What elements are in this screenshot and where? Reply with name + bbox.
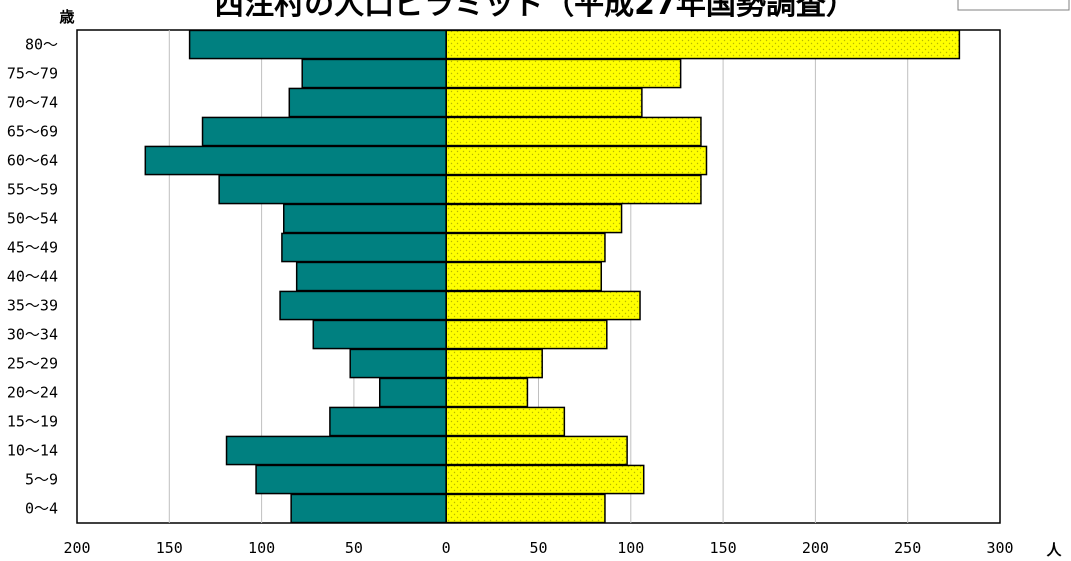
bar-male [378,377,447,408]
bar-male [312,319,447,350]
bar-female [445,290,641,321]
x-tick-labels: 200 150 100 50 0 50 100 150 200 250 300 [63,539,1013,557]
x-tick-label: 100 [617,539,644,557]
bar-male [144,145,447,176]
y-tick-labels: 80～ 75～79 70～74 65～69 60～64 55～59 50～54 45～49 40… [7,36,58,518]
y-tick-label: 10～14 [7,442,58,460]
bar-male [288,87,447,118]
x-tick-label: 200 [63,539,90,557]
bar-female [445,58,682,89]
y-tick-label: 0～4 [25,500,58,518]
bar-male [349,348,447,379]
bar-male [279,290,447,321]
bar-female [445,493,606,524]
y-axis-unit-label: 歳 [59,8,74,26]
y-tick-label: 15～19 [7,413,58,431]
bar-female [445,406,566,437]
bar-male [201,116,447,147]
bar-male [255,464,447,495]
bar-female [445,464,645,495]
bar-female [445,116,702,147]
bar-male [218,174,447,205]
bar-female [445,203,623,234]
y-tick-label: 25～29 [7,355,58,373]
bar-female [445,145,708,176]
x-tick-label: 300 [986,539,1013,557]
bar-female [445,435,628,466]
y-tick-label: 30～34 [7,326,58,344]
y-tick-label: 65～69 [7,123,58,141]
x-axis-unit-label: 人 [1046,541,1062,559]
y-tick-label: 75～79 [7,65,58,83]
chart-title: 西注村の人口ピラミッド（平成27年国勢調査） [214,0,856,22]
bar-male [329,406,447,437]
x-tick-label: 50 [345,539,363,557]
x-tick-label: 250 [894,539,921,557]
legend-box [957,0,1070,11]
x-tick-label: 0 [442,539,451,557]
y-tick-label: 20～24 [7,384,58,402]
y-tick-label: 35～39 [7,297,58,315]
gridlines [168,30,909,523]
y-tick-label: 45～49 [7,239,58,257]
x-tick-label: 150 [156,539,183,557]
bar-male [290,493,447,524]
x-tick-label: 50 [529,539,547,557]
y-tick-label: 50～54 [7,210,58,228]
bar-male [283,203,447,234]
y-tick-label: 80～ [25,36,58,54]
bar-male [281,232,447,263]
bar-female [445,319,608,350]
bar-male [301,58,447,89]
y-tick-label: 55～59 [7,181,58,199]
bar-female [445,377,529,408]
bar-male [295,261,447,292]
bar-female [445,261,603,292]
y-tick-label: 5～9 [25,471,58,489]
y-tick-label: 60～64 [7,152,58,170]
bar-female [445,174,702,205]
x-tick-label: 100 [248,539,275,557]
y-tick-label: 40～44 [7,268,58,286]
y-tick-label: 70～74 [7,94,58,112]
x-tick-label: 150 [710,539,737,557]
bar-female [445,232,606,263]
bar-female [445,29,961,60]
bar-male [225,435,447,466]
bar-female [445,87,643,118]
x-tick-label: 200 [802,539,829,557]
bar-female [445,348,543,379]
bar-male [188,29,447,60]
bars [144,29,961,524]
